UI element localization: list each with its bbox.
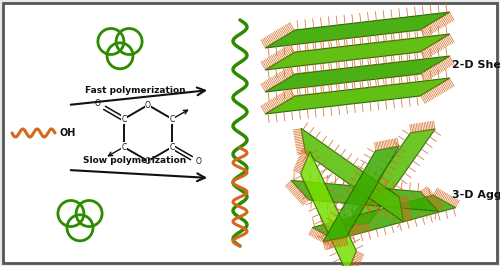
- Text: C: C: [121, 143, 126, 152]
- Text: O: O: [95, 99, 100, 109]
- Text: 3-D Aggregates: 3-D Aggregates: [452, 190, 500, 200]
- Text: OH: OH: [60, 128, 76, 138]
- Polygon shape: [300, 151, 356, 266]
- Text: 2-D Sheets: 2-D Sheets: [452, 60, 500, 70]
- Text: C: C: [121, 114, 126, 123]
- Text: O: O: [196, 157, 201, 167]
- Text: C: C: [170, 114, 175, 123]
- FancyBboxPatch shape: [3, 3, 497, 263]
- Text: O: O: [145, 156, 151, 165]
- Text: O: O: [145, 101, 151, 110]
- Text: C: C: [170, 143, 175, 152]
- Polygon shape: [323, 146, 399, 242]
- Polygon shape: [265, 56, 450, 92]
- Polygon shape: [265, 34, 450, 70]
- Text: Fast polymerization: Fast polymerization: [84, 86, 186, 95]
- Polygon shape: [291, 180, 438, 211]
- Polygon shape: [312, 195, 456, 240]
- Polygon shape: [344, 129, 435, 227]
- Polygon shape: [301, 128, 404, 222]
- Polygon shape: [265, 12, 450, 48]
- Text: Slow polymerization: Slow polymerization: [84, 156, 186, 165]
- Polygon shape: [265, 78, 450, 114]
